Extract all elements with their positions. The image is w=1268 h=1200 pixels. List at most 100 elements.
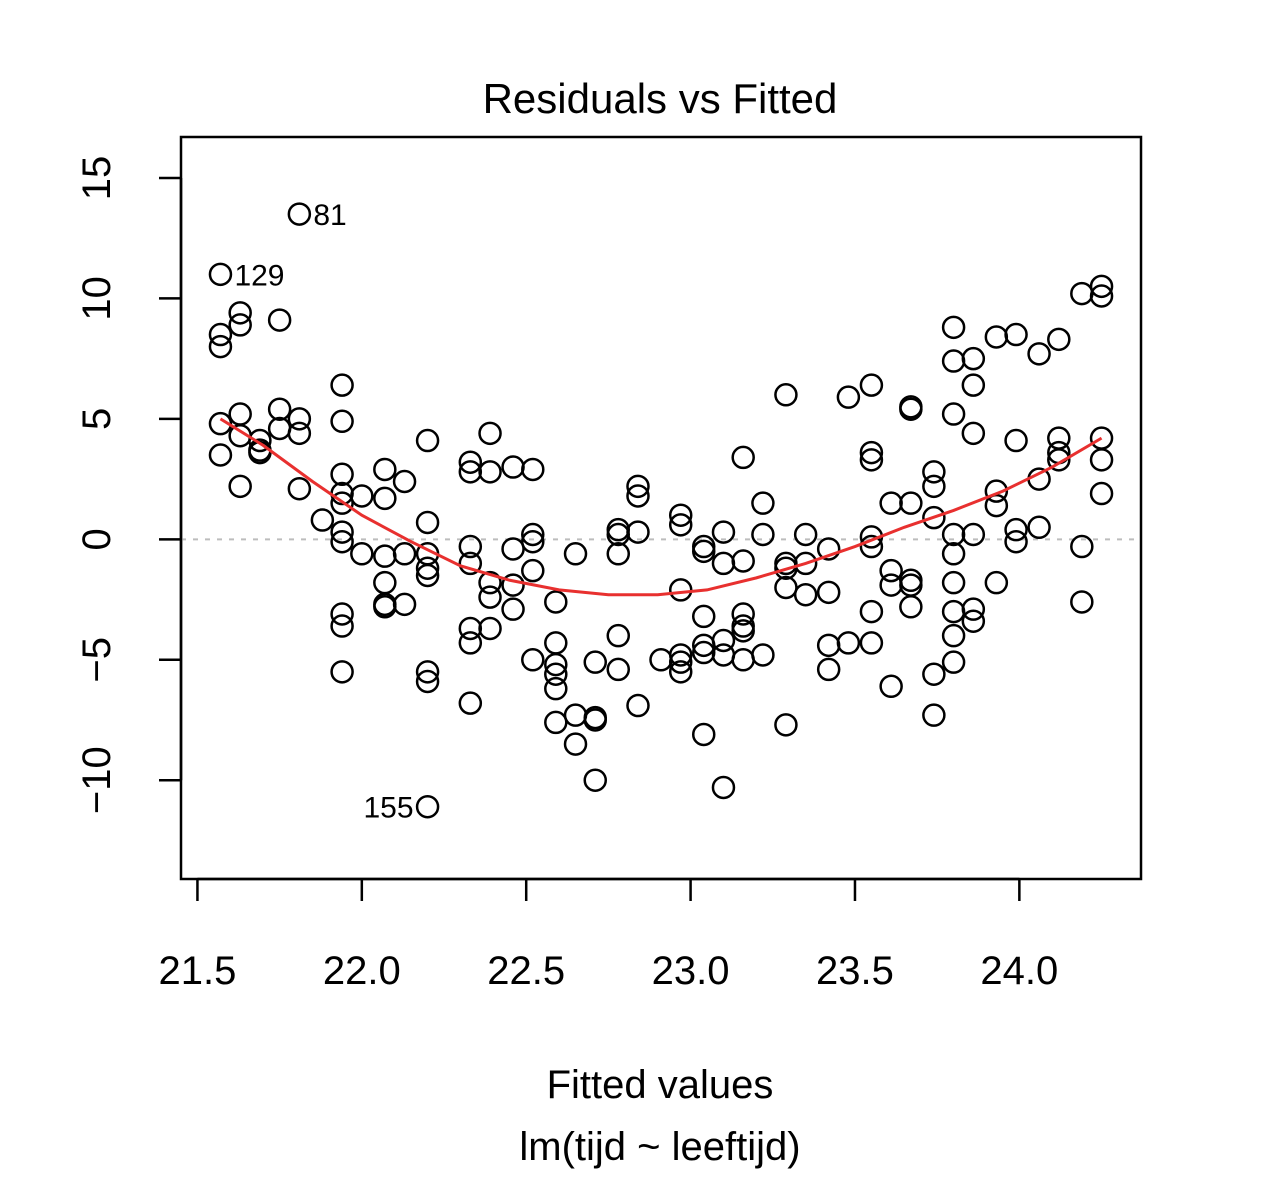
data-point [668, 643, 693, 667]
data-point [879, 674, 903, 699]
point-label: 81 [313, 199, 346, 232]
data-point [961, 522, 986, 547]
data-point [606, 517, 631, 542]
data-point [373, 570, 397, 595]
data-point [1004, 428, 1028, 453]
data-point [478, 421, 502, 446]
data-point [691, 534, 716, 559]
residual-points [208, 202, 1114, 819]
data-point [521, 529, 545, 554]
chart-title: Residuals vs Fitted [483, 75, 838, 122]
data-point [774, 713, 798, 737]
data-point [1089, 284, 1114, 308]
data-point [563, 542, 588, 566]
data-point [1070, 281, 1094, 306]
data-point [521, 558, 545, 583]
data-point [458, 534, 483, 559]
data-point [899, 595, 923, 619]
data-point [415, 563, 440, 588]
data-point [287, 421, 312, 446]
data-point [899, 491, 923, 515]
data-point [984, 325, 1009, 349]
data-point [583, 768, 607, 792]
data-point [731, 445, 755, 470]
data-point [330, 529, 354, 554]
data-point [751, 643, 775, 667]
data-point [774, 383, 798, 407]
data-point [668, 503, 693, 527]
data-point [208, 443, 233, 467]
data-point [415, 660, 440, 684]
data-point [392, 542, 417, 566]
data-point [563, 732, 588, 756]
data-point [1027, 467, 1051, 491]
plot-frame [179, 135, 1143, 881]
data-point [544, 652, 568, 677]
data-point [373, 544, 397, 568]
data-point [478, 616, 502, 641]
data-point [691, 722, 716, 747]
point-label: 155 [364, 792, 414, 825]
data-point [859, 448, 884, 472]
data-point [793, 551, 818, 576]
data-point [731, 549, 755, 573]
data-point [711, 628, 736, 653]
data-point [521, 457, 545, 482]
data-point [711, 775, 736, 800]
data-point [941, 522, 966, 547]
data-point [208, 322, 233, 347]
data-point [1004, 517, 1028, 542]
data-point [1004, 322, 1028, 347]
data-point [228, 313, 252, 337]
data-point [899, 573, 923, 597]
data-point [941, 542, 966, 566]
data-point [1070, 590, 1094, 614]
data-point [478, 570, 502, 595]
data-point [649, 648, 673, 672]
model-formula-label: lm(tijd ~ leeftijd) [519, 1125, 800, 1169]
data-point [668, 660, 693, 684]
data-point [606, 522, 631, 547]
data-point [961, 373, 986, 397]
data-point [899, 397, 923, 421]
data-point [501, 537, 525, 561]
data-point [626, 693, 650, 718]
data-point [478, 585, 502, 609]
data-point [922, 460, 946, 484]
data-point [922, 662, 946, 686]
data-point [859, 440, 884, 465]
data-point [208, 334, 233, 359]
data-point [961, 346, 986, 371]
data-point [458, 450, 483, 474]
data-point [287, 202, 312, 226]
data-point [606, 623, 631, 648]
y-axis: −10 −5 0 5 10 15 [75, 156, 183, 814]
data-point [941, 315, 966, 340]
data-point [373, 486, 397, 511]
data-point [961, 597, 986, 621]
data-point [774, 575, 798, 600]
data-point [859, 534, 884, 559]
y-tick-label: −10 [75, 746, 119, 814]
data-point [859, 373, 884, 397]
data-point [501, 455, 525, 479]
data-point [941, 349, 966, 373]
data-point [711, 551, 736, 576]
data-point [392, 469, 417, 494]
data-point [415, 556, 440, 580]
data-point [544, 631, 568, 655]
data-point [267, 416, 292, 441]
data-point [984, 570, 1009, 595]
data-point [330, 373, 354, 397]
data-point [1004, 529, 1028, 554]
data-point [415, 428, 440, 453]
data-point [816, 580, 841, 605]
data-point [415, 669, 440, 694]
data-point [544, 590, 568, 614]
data-point [691, 539, 716, 564]
data-point [583, 650, 607, 674]
data-point [478, 460, 502, 484]
data-point [501, 597, 525, 621]
data-point [1047, 448, 1071, 472]
data-point [731, 648, 755, 672]
